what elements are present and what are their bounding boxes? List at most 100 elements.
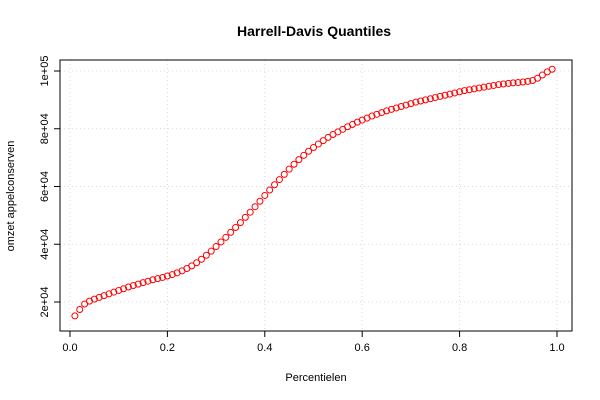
data-point (139, 279, 147, 287)
data-point (431, 94, 439, 102)
data-point (193, 259, 201, 267)
data-point (124, 283, 132, 291)
data-point (105, 290, 113, 298)
data-point (397, 103, 405, 111)
x-tick-label: 1.0 (549, 342, 564, 354)
data-point (319, 137, 327, 145)
data-point (373, 110, 381, 118)
data-point (76, 306, 84, 314)
data-point (499, 80, 507, 88)
data-point (480, 83, 488, 91)
data-point (227, 228, 235, 236)
data-point (290, 160, 298, 168)
data-point (470, 85, 478, 93)
data-point (246, 208, 254, 216)
data-point (100, 292, 108, 300)
data-point (514, 79, 522, 87)
x-axis-label: Percentielen (285, 372, 346, 384)
data-point (392, 104, 400, 112)
data-point (495, 81, 503, 89)
data-point (188, 262, 196, 270)
x-tick-label: 0.2 (160, 342, 175, 354)
data-point (383, 107, 391, 115)
data-point (275, 176, 283, 184)
x-axis: 0.0 0.2 0.4 0.6 0.8 1.0 (62, 331, 565, 354)
data-point (154, 275, 162, 283)
data-point (407, 100, 415, 108)
data-point (310, 144, 317, 152)
data-point (451, 89, 459, 97)
data-point (168, 271, 176, 279)
data-point (417, 97, 425, 105)
data-point (71, 312, 79, 320)
data-point (236, 219, 244, 227)
data-point (90, 295, 98, 303)
data-point (314, 140, 322, 148)
data-point (110, 288, 118, 296)
data-point (212, 243, 220, 251)
data-point (129, 282, 137, 290)
data-series (71, 65, 556, 320)
data-point (475, 84, 483, 92)
data-point (378, 109, 386, 117)
y-tick-label: 6e+04 (39, 171, 51, 202)
data-point (300, 151, 308, 159)
data-point (460, 87, 468, 95)
data-point (538, 71, 546, 79)
data-point (305, 147, 313, 155)
data-point (548, 65, 556, 73)
data-point (232, 224, 240, 232)
data-point (241, 213, 249, 221)
data-point (120, 285, 128, 293)
data-point (412, 98, 420, 106)
data-point (222, 233, 230, 241)
data-point (519, 78, 527, 86)
data-point (256, 197, 264, 205)
data-point (524, 77, 532, 85)
data-point (266, 186, 274, 194)
x-tick-label: 0.0 (62, 342, 77, 354)
data-point (159, 273, 167, 281)
data-point (387, 105, 395, 113)
data-point (456, 88, 464, 96)
data-point (509, 79, 517, 87)
y-tick-label: 2e+04 (39, 287, 51, 318)
data-point (217, 238, 225, 246)
data-point (144, 277, 152, 285)
data-point (295, 156, 303, 164)
data-point (441, 91, 449, 99)
data-point (134, 280, 142, 288)
data-point (426, 95, 434, 103)
data-point (504, 79, 512, 87)
data-point (115, 286, 123, 294)
data-point (261, 191, 269, 199)
data-point (534, 74, 542, 82)
data-point (280, 170, 288, 178)
data-point (368, 112, 376, 120)
data-point (202, 251, 210, 259)
data-point (402, 101, 410, 109)
data-point (465, 86, 473, 94)
x-tick-label: 0.4 (257, 342, 272, 354)
data-point (95, 293, 103, 301)
y-axis: 2e+04 4e+04 6e+04 8e+04 1e+05 (39, 56, 60, 318)
data-point (251, 203, 259, 211)
data-point (446, 90, 454, 98)
grid-lines (60, 60, 572, 331)
y-tick-label: 1e+05 (39, 56, 51, 87)
data-point (485, 82, 493, 90)
y-tick-label: 8e+04 (39, 113, 51, 144)
data-point (207, 247, 215, 255)
y-axis-label: omzet appelconserven (5, 141, 17, 252)
data-point (490, 81, 498, 89)
data-point (285, 165, 293, 173)
x-tick-label: 0.6 (355, 342, 370, 354)
plot-frame (59, 59, 573, 332)
data-point (422, 96, 430, 104)
data-point (271, 181, 279, 189)
x-tick-label: 0.8 (452, 342, 467, 354)
data-point (163, 272, 171, 280)
data-point (149, 276, 157, 284)
y-tick-label: 4e+04 (39, 229, 51, 260)
